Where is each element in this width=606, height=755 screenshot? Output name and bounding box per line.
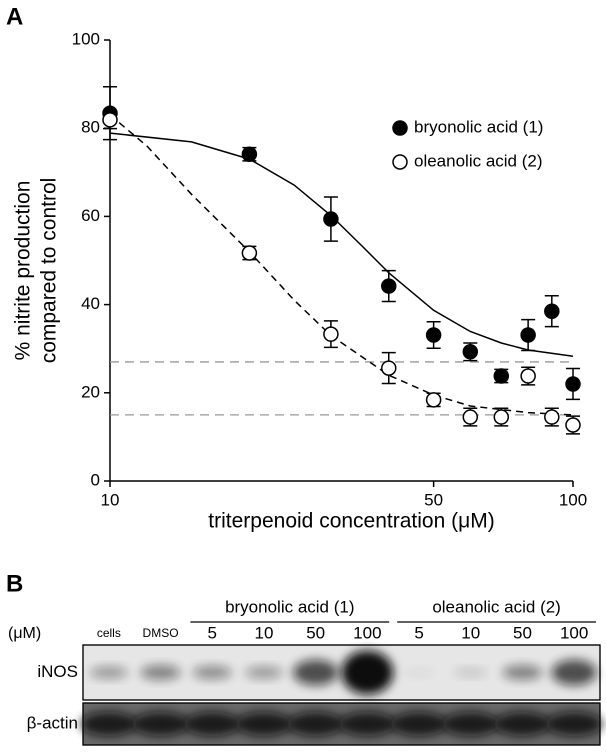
row-label: β-actin	[27, 713, 78, 732]
unit-label: (μM)	[8, 625, 41, 642]
lane-label: 10	[461, 623, 480, 642]
data-point	[241, 146, 258, 162]
data-point	[544, 303, 560, 319]
blot-band	[132, 712, 189, 736]
blot-band	[403, 668, 436, 677]
data-point	[565, 417, 581, 433]
blot-band	[140, 664, 181, 681]
data-point	[102, 112, 118, 128]
data-point	[544, 409, 560, 425]
y-tick-label: 0	[91, 470, 100, 489]
blot-band	[244, 666, 284, 679]
fit-curve	[109, 132, 574, 357]
y-tick-label: 60	[81, 206, 100, 225]
x-tick-label: 10	[101, 490, 120, 509]
blot-band	[80, 712, 138, 736]
data-point	[520, 327, 536, 343]
blot-band	[292, 659, 339, 686]
data-point	[462, 409, 479, 425]
data-point	[493, 409, 510, 425]
data-point	[323, 211, 339, 227]
blot-frame	[82, 644, 601, 701]
data-point	[323, 326, 339, 342]
blot-band	[235, 712, 293, 736]
y-tick-label: 80	[81, 118, 100, 137]
legend-label: oleanolic acid (2)	[414, 151, 543, 170]
blot-band	[453, 668, 488, 677]
panel-label: B	[6, 570, 23, 597]
panel-label: A	[6, 3, 23, 30]
lane-label: 50	[513, 623, 532, 642]
y-axis-title: % nitrite production	[12, 181, 35, 361]
lane-label: 50	[306, 623, 325, 642]
blot-band	[89, 666, 128, 679]
group-label: bryonolic acid (1)	[225, 597, 354, 616]
x-axis-title: triterpenoid concentration (μM)	[208, 510, 494, 533]
blot-band	[502, 664, 543, 681]
data-point	[381, 360, 397, 376]
y-tick-label: 100	[72, 29, 100, 48]
data-point	[425, 392, 442, 408]
lane-label: 100	[560, 623, 588, 642]
legend-label: bryonolic acid (1)	[414, 117, 543, 136]
data-point	[565, 376, 581, 392]
legend-marker	[392, 120, 408, 136]
group-label: oleanolic acid (2)	[432, 597, 561, 616]
blot-band	[338, 712, 396, 736]
blot-band	[545, 712, 603, 736]
x-tick-label: 100	[559, 490, 587, 509]
blot-frame	[82, 702, 601, 746]
lane-label: cells	[97, 626, 121, 640]
legend-marker	[392, 154, 408, 170]
blot-band	[551, 659, 597, 686]
lane-label: DMSO	[143, 626, 179, 640]
blot-band	[183, 712, 241, 736]
data-point	[425, 327, 442, 343]
blot-band	[390, 712, 448, 736]
lane-label: 10	[254, 623, 273, 642]
data-point	[381, 278, 397, 294]
lane-label: 5	[208, 623, 217, 642]
y-tick-label: 40	[81, 294, 100, 313]
lane-label: 100	[353, 623, 381, 642]
blot-band	[287, 712, 345, 736]
data-point	[493, 368, 510, 384]
row-label: iNOS	[37, 662, 78, 681]
blot-band	[341, 650, 394, 695]
x-tick-label: 50	[424, 490, 443, 509]
blot-band	[442, 712, 500, 736]
y-tick-label: 20	[81, 382, 100, 401]
data-point	[520, 368, 536, 384]
data-point	[462, 344, 479, 360]
blot-band	[494, 712, 551, 736]
y-axis-title: compared to control	[38, 178, 61, 364]
data-point	[241, 245, 258, 261]
lane-label: 5	[414, 623, 423, 642]
blot-band	[192, 665, 232, 680]
